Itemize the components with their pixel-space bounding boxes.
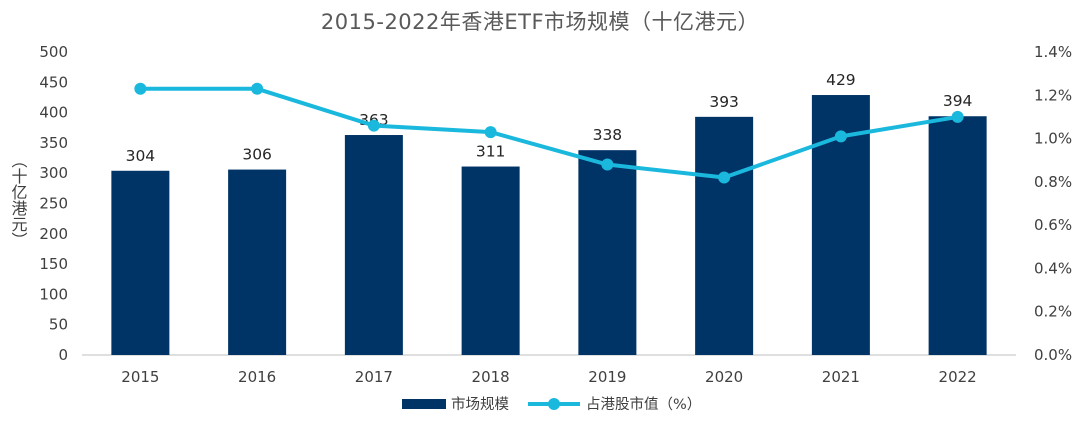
y-tick-label: 50 xyxy=(49,316,68,334)
bar-data-label: 338 xyxy=(593,126,623,144)
legend-label-bar: 市场规模 xyxy=(451,396,509,413)
y-tick-label: 150 xyxy=(39,255,68,273)
x-tick-label: 2016 xyxy=(238,368,276,386)
line-point xyxy=(951,110,964,123)
bar xyxy=(344,135,403,355)
bar xyxy=(928,116,987,356)
x-tick-label: 2020 xyxy=(705,368,743,386)
line-series xyxy=(138,86,960,180)
bar-data-label: 311 xyxy=(476,143,506,161)
y-tick-label: 200 xyxy=(39,225,68,243)
x-tick-label: 2019 xyxy=(588,368,626,386)
bar xyxy=(111,170,170,355)
line-point xyxy=(601,158,614,171)
x-tick-label: 2018 xyxy=(472,368,510,386)
y2-tick-label: 1.2% xyxy=(1034,86,1072,104)
bar xyxy=(695,116,754,355)
y-tick-label: 500 xyxy=(39,43,68,61)
bar xyxy=(461,166,520,355)
y2-tick-label: 0.8% xyxy=(1034,173,1072,191)
line-point xyxy=(718,171,731,184)
legend-swatch-bar xyxy=(402,399,446,409)
chart-title: 2015-2022年香港ETF市场规模（十亿港元） xyxy=(320,10,760,34)
x-tick-label: 2022 xyxy=(939,368,977,386)
y-tick-label: 0 xyxy=(58,346,68,364)
line-point xyxy=(134,82,147,95)
bar xyxy=(228,169,287,355)
y-tick-label: 400 xyxy=(39,104,68,122)
bar-data-label: 393 xyxy=(709,93,739,111)
line-point xyxy=(484,126,497,139)
y2-tick-label: 0.0% xyxy=(1034,346,1072,364)
y-tick-label: 350 xyxy=(39,134,68,152)
legend-label-line: 占港股市值（%） xyxy=(586,396,701,413)
y2-tick-label: 0.4% xyxy=(1034,259,1072,277)
x-tick-label: 2021 xyxy=(822,368,860,386)
bar xyxy=(578,150,637,355)
line-point xyxy=(367,119,380,132)
legend-marker-line xyxy=(548,398,560,410)
y-axis-title: （十亿港元） xyxy=(9,152,28,248)
x-tick-label: 2015 xyxy=(121,368,159,386)
x-tick-label: 2017 xyxy=(355,368,393,386)
bar-data-label: 306 xyxy=(242,146,272,164)
y2-tick-label: 0.2% xyxy=(1034,303,1072,321)
bar-data-label: 394 xyxy=(943,92,973,110)
bar-data-label: 304 xyxy=(126,147,156,165)
y-tick-label: 250 xyxy=(39,195,68,213)
line-point xyxy=(251,82,264,95)
bar-data-label: 429 xyxy=(826,71,856,89)
y2-tick-label: 1.0% xyxy=(1034,130,1072,148)
y-tick-label: 100 xyxy=(39,285,68,303)
y-tick-label: 450 xyxy=(39,73,68,91)
y2-tick-label: 0.6% xyxy=(1034,216,1072,234)
line-point xyxy=(834,130,847,143)
y-tick-label: 300 xyxy=(39,164,68,182)
y2-tick-label: 1.4% xyxy=(1034,43,1072,61)
